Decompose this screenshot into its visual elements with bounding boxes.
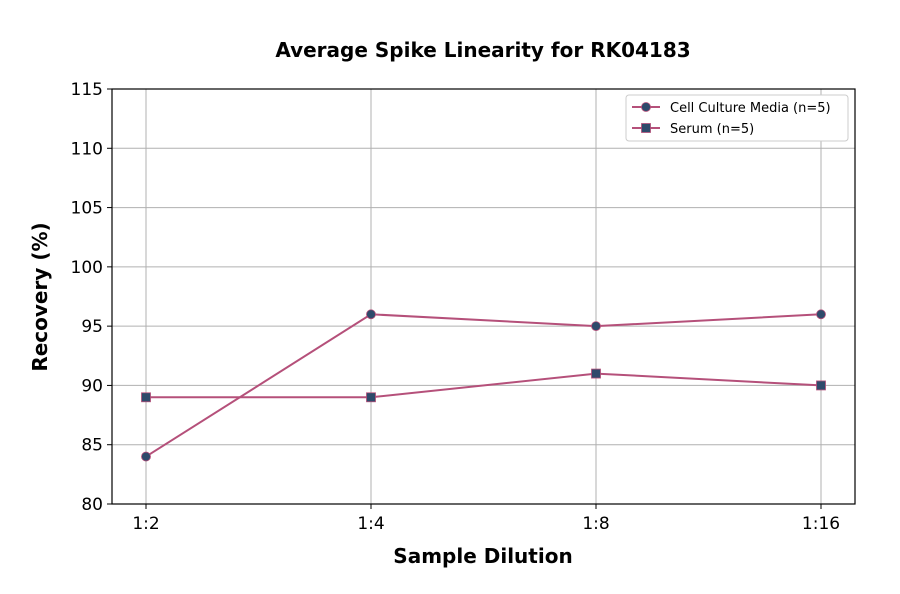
y-tick-label: 105	[71, 199, 103, 219]
legend-box	[625, 94, 849, 142]
y-axis-label: Recovery (%)	[28, 222, 52, 371]
y-tick-label: 80	[81, 495, 103, 515]
data-point-circle	[366, 309, 376, 320]
series-line	[145, 313, 822, 458]
chart-title: Average Spike Linearity for RK04183	[275, 38, 690, 62]
data-point-square	[591, 368, 601, 379]
y-tick-label: 90	[81, 376, 103, 396]
x-axis-label: Sample Dilution	[393, 544, 572, 568]
data-point-circle	[816, 309, 826, 320]
data-point-circle	[591, 321, 601, 332]
data-point-square	[641, 123, 651, 133]
data-point-square	[366, 392, 376, 403]
y-tick-label: 85	[81, 436, 103, 456]
data-point-square	[141, 392, 151, 403]
y-tick-label: 115	[71, 80, 103, 100]
series-line	[146, 372, 822, 399]
y-tick-label: 100	[71, 258, 103, 278]
y-tick-label: 110	[71, 139, 103, 159]
x-tick-label: 1:4	[357, 514, 384, 534]
x-tick-label: 1:8	[582, 514, 609, 534]
data-point-square	[816, 380, 826, 391]
data-point-circle	[641, 102, 651, 112]
x-tick-label: 1:16	[802, 514, 840, 534]
legend-label: Cell Culture Media (n=5)	[670, 101, 831, 116]
data-point-circle	[141, 451, 151, 462]
legend: Cell Culture Media (n=5) Serum (n=5)	[625, 94, 849, 142]
x-tick-label: 1:2	[132, 514, 159, 534]
plot-frame	[111, 88, 856, 505]
y-tick-label: 95	[81, 317, 103, 337]
legend-label: Serum (n=5)	[670, 122, 754, 137]
